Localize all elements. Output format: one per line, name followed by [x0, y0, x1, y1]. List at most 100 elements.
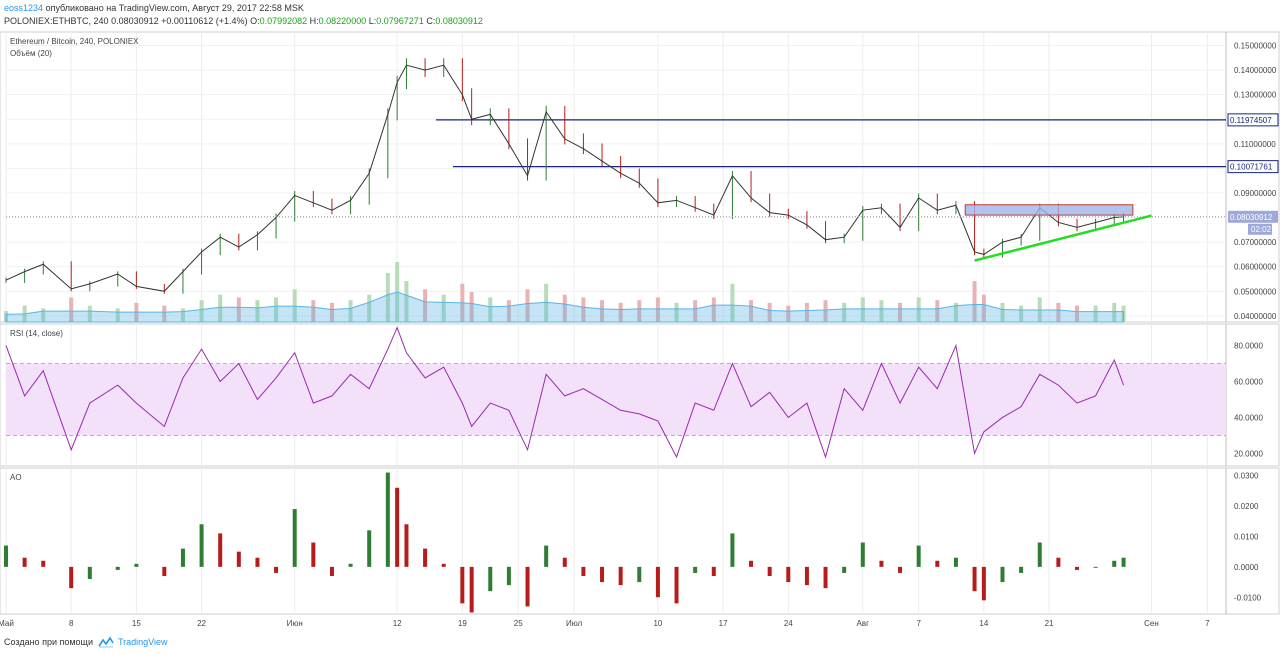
volume-bar: [162, 305, 167, 322]
ao-bar: [292, 509, 297, 567]
volume-bar: [1000, 302, 1005, 322]
ao-bar: [693, 566, 698, 573]
last-price-box: [1228, 210, 1278, 223]
ao-bar: [385, 472, 390, 567]
x-tick-label: Июл: [566, 619, 583, 628]
ao-bar: [1093, 566, 1098, 568]
volume-bar: [581, 297, 586, 322]
volume-bar: [488, 297, 493, 322]
volume-bar: [823, 300, 828, 322]
countdown-label: 02:02: [1251, 225, 1272, 234]
volume-bar: [693, 300, 698, 322]
volume-bar: [69, 297, 74, 322]
publish-line: eoss1234 опубликовано на TradingView.com…: [4, 3, 304, 13]
volume-bar: [655, 297, 660, 322]
ao-bar: [218, 533, 223, 567]
x-tick-label: Сен: [1144, 619, 1159, 628]
y-tick-label: 0.11000000: [1234, 140, 1276, 149]
high-label: H:: [309, 16, 319, 26]
x-tick-label: Май: [0, 619, 14, 628]
y-tick-label: 0.13000000: [1234, 91, 1277, 100]
volume-bar: [981, 294, 986, 322]
x-tick-label: 14: [979, 619, 988, 628]
open-value: 0.07992082: [259, 16, 308, 26]
volume-bar: [879, 300, 884, 322]
x-tick-label: 7: [1205, 619, 1210, 628]
chart-canvas[interactable]: Май 8 15 22 Июн 12 19 25 Июл 10 17 24 Авг 7 14 21 Сен 7 0.…: [0, 30, 1280, 630]
price-pane-title: Ethereum / Bitcoin, 240, POLONIEX: [10, 37, 139, 46]
volume-bar: [348, 300, 353, 322]
y-tick-label: 0.0200: [1234, 502, 1259, 511]
ao-bar: [460, 566, 465, 604]
volume-bar: [274, 297, 279, 322]
volume-bar: [562, 294, 567, 322]
rsi-pane-title: RSI (14, close): [10, 329, 63, 338]
ao-bar: [749, 560, 754, 567]
level-price-box: [1227, 160, 1279, 174]
volume-bar: [842, 302, 847, 322]
username-link[interactable]: eoss1234: [4, 3, 44, 13]
ao-bar: [674, 566, 679, 604]
tradingview-logo-icon: [98, 636, 114, 648]
x-tick-label: 25: [514, 619, 523, 628]
volume-bar: [935, 300, 940, 322]
volume-bar: [311, 300, 316, 322]
ao-bar: [4, 545, 8, 567]
y-tick-label: 0.0300: [1234, 472, 1259, 481]
volume-bar: [749, 300, 754, 322]
close-label: C:: [426, 16, 436, 26]
ao-bar: [898, 566, 903, 573]
ao-bar: [1037, 542, 1042, 567]
volume-bar: [898, 302, 903, 322]
ao-bar: [404, 524, 409, 567]
volume-bar: [292, 289, 297, 322]
ao-bar: [1074, 566, 1079, 570]
x-tick-label: 12: [393, 619, 402, 628]
last-price: 0.08030912: [111, 16, 159, 26]
ao-pane-title: AO: [10, 473, 22, 482]
ao-bar: [311, 542, 316, 567]
volume-bar: [506, 300, 511, 322]
tradingview-link[interactable]: TradingView: [118, 637, 168, 647]
y-tick-label: 0.09000000: [1234, 189, 1277, 198]
volume-bar: [1093, 305, 1098, 322]
ao-bar: [600, 566, 605, 583]
x-tick-label: 24: [784, 619, 793, 628]
volume-bar: [525, 289, 530, 322]
volume-bar: [1019, 305, 1024, 322]
x-tick-label: 17: [719, 619, 728, 628]
ao-bar: [41, 560, 46, 567]
y-tick-label: 0.07000000: [1234, 238, 1277, 247]
volume-bar: [767, 302, 772, 322]
rsi-band: [6, 363, 1226, 436]
ao-bar: [274, 566, 279, 573]
volume-bar: [180, 308, 185, 322]
y-tick-label: 0.0100: [1234, 532, 1259, 541]
ao-bar: [348, 563, 353, 567]
volume-bar: [441, 294, 446, 322]
volume-bar: [637, 300, 642, 322]
ao-bar: [953, 557, 958, 567]
level-price-label: 0.10071761: [1230, 163, 1273, 172]
x-tick-label: 8: [69, 619, 74, 628]
price-change: +0.00110612 (+1.4%): [161, 16, 248, 26]
ao-bar: [730, 533, 735, 567]
x-tick-label: 21: [1045, 619, 1054, 628]
y-tick-label: 0.04000000: [1234, 312, 1277, 321]
ao-bar: [329, 566, 334, 576]
footer: Создано при помощи TradingView: [0, 632, 1280, 655]
ao-bar: [1056, 557, 1061, 567]
volume-bar: [786, 305, 791, 322]
x-tick-label: 19: [458, 619, 467, 628]
ao-bar: [1019, 566, 1024, 573]
publish-text: опубликовано на TradingView.com, Август …: [45, 3, 304, 13]
level-price-box: [1227, 113, 1279, 127]
price-line: [5, 64, 1124, 292]
volume-bar: [385, 272, 390, 322]
chart-header: eoss1234 опубликовано на TradingView.com…: [0, 0, 1280, 30]
volume-bar: [1112, 302, 1117, 322]
x-tick-label: Июн: [287, 619, 303, 628]
volume-bar: [218, 294, 223, 322]
ao-bar: [618, 566, 623, 586]
ao-bar: [506, 566, 511, 586]
